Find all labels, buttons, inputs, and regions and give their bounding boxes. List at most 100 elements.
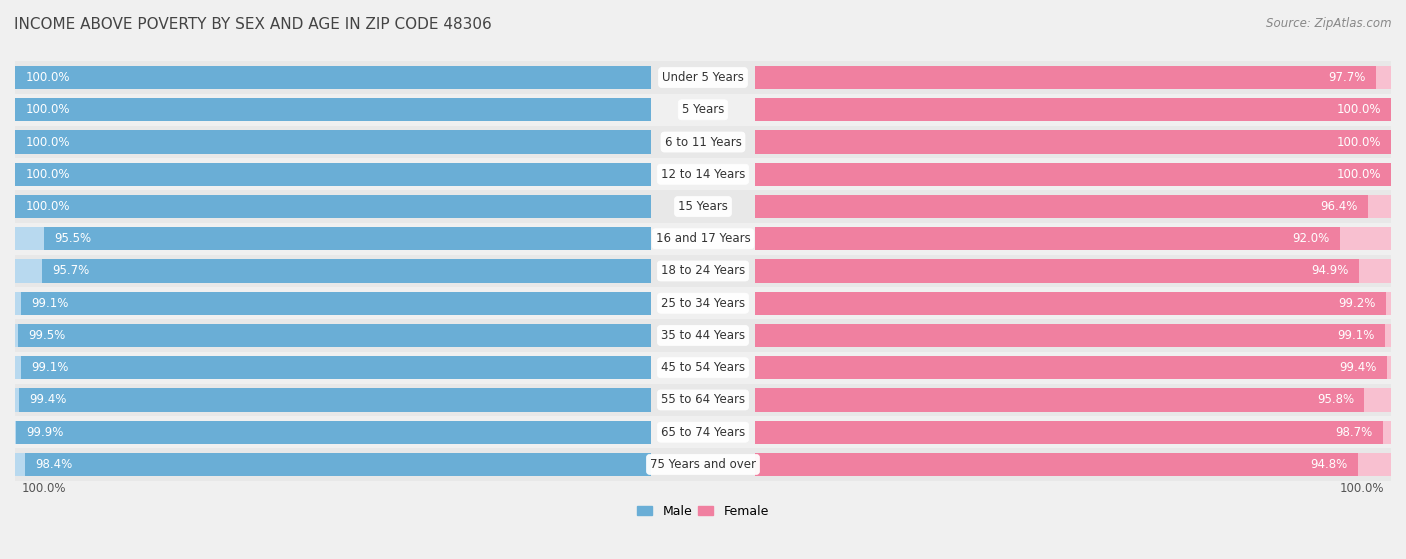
Text: 96.4%: 96.4% [1320, 200, 1358, 213]
Text: 99.1%: 99.1% [31, 361, 69, 374]
Bar [15, 324, 651, 347]
Text: Under 5 Years: Under 5 Years [662, 71, 744, 84]
Text: 100.0%: 100.0% [25, 135, 70, 149]
Bar [755, 259, 1358, 283]
Text: 75 Years and over: 75 Years and over [650, 458, 756, 471]
Text: 100.0%: 100.0% [25, 200, 70, 213]
Text: 99.4%: 99.4% [1340, 361, 1376, 374]
Bar [15, 420, 651, 444]
Text: 100.0%: 100.0% [1336, 168, 1381, 181]
Bar [15, 356, 651, 380]
Legend: Male, Female: Male, Female [633, 500, 773, 523]
Bar [15, 130, 651, 154]
Text: 95.7%: 95.7% [52, 264, 90, 277]
Bar [755, 130, 1391, 154]
Bar [15, 255, 1391, 287]
Text: INCOME ABOVE POVERTY BY SEX AND AGE IN ZIP CODE 48306: INCOME ABOVE POVERTY BY SEX AND AGE IN Z… [14, 17, 492, 32]
Text: 98.4%: 98.4% [35, 458, 73, 471]
Bar [15, 163, 651, 186]
Text: 45 to 54 Years: 45 to 54 Years [661, 361, 745, 374]
Bar [15, 352, 1391, 384]
Bar [15, 420, 651, 444]
Bar [755, 453, 1391, 476]
Bar [755, 130, 1391, 154]
Bar [42, 259, 651, 283]
Text: 35 to 44 Years: 35 to 44 Years [661, 329, 745, 342]
Text: 5 Years: 5 Years [682, 103, 724, 116]
Bar [15, 259, 651, 283]
Bar [755, 98, 1391, 121]
Bar [25, 453, 651, 476]
Bar [15, 222, 1391, 255]
Bar [755, 324, 1385, 347]
Bar [15, 66, 651, 89]
Bar [15, 195, 651, 218]
Bar [755, 163, 1391, 186]
Bar [755, 356, 1388, 380]
Text: 100.0%: 100.0% [1340, 482, 1384, 495]
Bar [755, 195, 1391, 218]
Bar [755, 66, 1391, 89]
Bar [15, 227, 651, 250]
Bar [15, 195, 651, 218]
Text: 99.1%: 99.1% [1337, 329, 1375, 342]
Bar [15, 98, 651, 121]
Bar [44, 227, 651, 250]
Text: 99.4%: 99.4% [30, 394, 66, 406]
Text: 94.9%: 94.9% [1310, 264, 1348, 277]
Bar [15, 158, 1391, 191]
Bar [755, 420, 1382, 444]
Text: 94.8%: 94.8% [1310, 458, 1347, 471]
Text: 99.5%: 99.5% [28, 329, 66, 342]
Bar [15, 61, 1391, 94]
Text: 95.8%: 95.8% [1317, 394, 1354, 406]
Bar [18, 324, 651, 347]
Text: 16 and 17 Years: 16 and 17 Years [655, 232, 751, 245]
Text: 100.0%: 100.0% [1336, 103, 1381, 116]
Text: 99.2%: 99.2% [1339, 297, 1375, 310]
Bar [755, 259, 1391, 283]
Bar [755, 292, 1386, 315]
Bar [18, 389, 651, 411]
Text: 99.9%: 99.9% [25, 426, 63, 439]
Bar [15, 130, 651, 154]
Bar [15, 389, 651, 411]
Bar [15, 292, 651, 315]
Bar [755, 453, 1358, 476]
Bar [15, 126, 1391, 158]
Text: 65 to 74 Years: 65 to 74 Years [661, 426, 745, 439]
Bar [755, 324, 1391, 347]
Bar [755, 389, 1364, 411]
Bar [755, 420, 1391, 444]
Text: 100.0%: 100.0% [25, 71, 70, 84]
Text: 12 to 14 Years: 12 to 14 Years [661, 168, 745, 181]
Bar [755, 292, 1391, 315]
Text: 25 to 34 Years: 25 to 34 Years [661, 297, 745, 310]
Bar [755, 356, 1391, 380]
Text: 100.0%: 100.0% [22, 482, 66, 495]
Bar [15, 163, 651, 186]
Text: 18 to 24 Years: 18 to 24 Years [661, 264, 745, 277]
Bar [755, 66, 1376, 89]
Bar [21, 292, 651, 315]
Bar [755, 227, 1391, 250]
Bar [755, 163, 1391, 186]
Bar [755, 389, 1391, 411]
Text: 55 to 64 Years: 55 to 64 Years [661, 394, 745, 406]
Bar [15, 384, 1391, 416]
Text: 92.0%: 92.0% [1292, 232, 1330, 245]
Text: 98.7%: 98.7% [1336, 426, 1372, 439]
Bar [755, 227, 1340, 250]
Bar [15, 98, 651, 121]
Bar [755, 195, 1368, 218]
Text: Source: ZipAtlas.com: Source: ZipAtlas.com [1267, 17, 1392, 30]
Bar [755, 98, 1391, 121]
Bar [21, 356, 651, 380]
Text: 100.0%: 100.0% [25, 103, 70, 116]
Text: 99.1%: 99.1% [31, 297, 69, 310]
Bar [15, 319, 1391, 352]
Text: 97.7%: 97.7% [1329, 71, 1367, 84]
Bar [15, 66, 651, 89]
Bar [15, 453, 651, 476]
Text: 6 to 11 Years: 6 to 11 Years [665, 135, 741, 149]
